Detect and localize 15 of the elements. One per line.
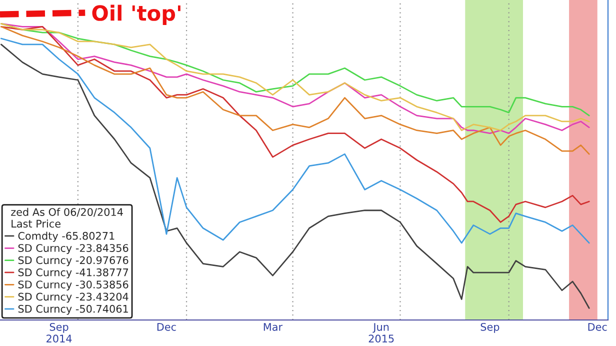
legend-label: SD Curncy -41.38777: [18, 268, 128, 278]
x-tick-label: Dec: [588, 323, 607, 331]
legend-title: zed As Of 06/20/2014 Last Price: [11, 208, 123, 228]
legend-label: Comdty -65.80271: [18, 232, 114, 242]
annotation: Oil 'top': [92, 4, 180, 25]
legend-label: SD Curncy -20.97676: [18, 256, 128, 266]
x-tick-label: Sep 2014: [46, 322, 72, 343]
legend-label: SD Curncy -50.74061: [18, 304, 128, 315]
x-tick-label: Sep: [480, 322, 500, 333]
x-tick-label: Dec: [157, 323, 176, 331]
x-tick-label: Jun 2015: [368, 323, 394, 343]
x-tick-label: Mar: [264, 323, 283, 331]
legend-label: SD Curncy -30.53856: [18, 280, 128, 290]
legend-label: SD Curncy -23.43204: [18, 292, 128, 303]
legend-label: SD Curncy -23.84356: [18, 244, 128, 254]
